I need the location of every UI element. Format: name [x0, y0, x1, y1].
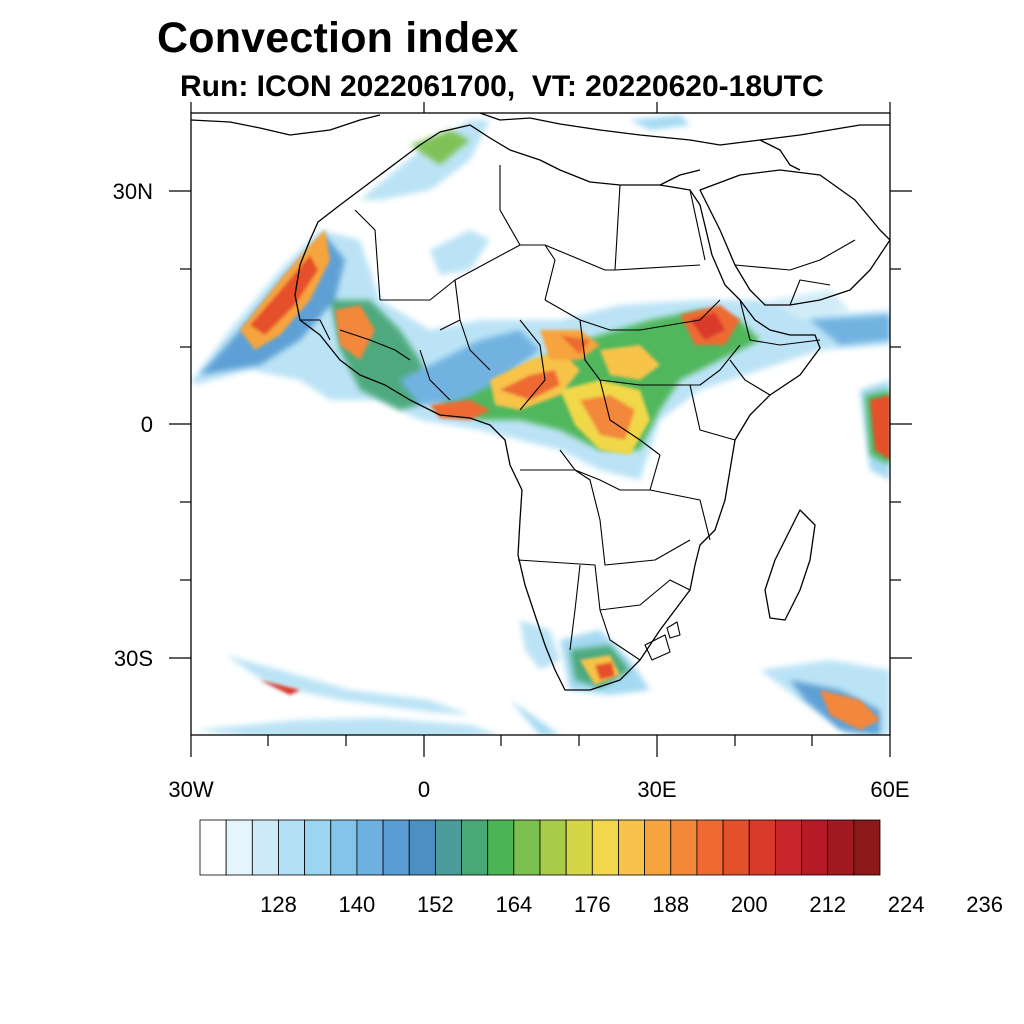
- colorbar-label: 152: [417, 892, 454, 917]
- map-subtitle: Run: ICON 2022061700, VT: 20220620-18UTC: [180, 70, 824, 103]
- colorbar-swatch: [801, 819, 829, 876]
- colorbar-label: 140: [339, 892, 376, 917]
- colorbar-swatch: [330, 819, 358, 876]
- x-tick-label: 60E: [870, 777, 909, 802]
- x-tick-label: 0: [418, 777, 430, 802]
- colorbar-label: 236: [966, 892, 1003, 917]
- colorbar-swatch: [670, 819, 698, 876]
- colorbar-swatch: [618, 819, 646, 876]
- colorbar-label: 188: [652, 892, 689, 917]
- colorbar-swatch: [774, 819, 802, 876]
- colorbar-swatch: [304, 819, 332, 876]
- colorbar-swatch: [487, 819, 515, 876]
- colorbar-swatch: [461, 819, 489, 876]
- colorbar: [199, 819, 881, 876]
- colorbar-label: 224: [888, 892, 925, 917]
- colorbar-label: 212: [809, 892, 846, 917]
- colorbar-swatch: [278, 819, 306, 876]
- colorbar-swatch: [382, 819, 410, 876]
- colorbar-swatch: [696, 819, 724, 876]
- colorbar-swatch: [434, 819, 462, 876]
- y-tick-label: 30S: [114, 646, 153, 671]
- x-axis-ticks: [190, 102, 891, 757]
- colorbar-label: 164: [495, 892, 532, 917]
- colorbar-swatch: [827, 819, 855, 876]
- colorbar-label: 200: [731, 892, 768, 917]
- colorbar-labels: 128 140 152 164 176 188 200 212 224 236: [260, 892, 1003, 917]
- country-borders: [300, 165, 856, 661]
- colorbar-swatch: [748, 819, 776, 876]
- colorbar-label: 176: [574, 892, 611, 917]
- y-tick-label: 0: [141, 412, 153, 437]
- colorbar-swatch: [251, 819, 279, 876]
- colorbar-swatch: [853, 819, 881, 876]
- y-tick-label: 30N: [113, 179, 153, 204]
- colorbar-swatch: [644, 819, 672, 876]
- colorbar-swatch: [356, 819, 384, 876]
- y-axis-ticks: [169, 190, 912, 659]
- x-tick-label: 30E: [637, 777, 676, 802]
- colorbar-swatch: [722, 819, 750, 876]
- coastlines: [191, 113, 890, 691]
- colorbar-label: 128: [260, 892, 297, 917]
- x-tick-label: 30W: [168, 777, 213, 802]
- colorbar-swatch: [539, 819, 567, 876]
- map-title: Convection index: [157, 14, 519, 62]
- colorbar-swatch: [565, 819, 593, 876]
- colorbar-swatch: [199, 819, 227, 876]
- map-plot-area: [191, 113, 890, 735]
- colorbar-swatch: [225, 819, 253, 876]
- colorbar-swatch: [513, 819, 541, 876]
- y-axis-labels: 30N 0 30S: [113, 179, 153, 671]
- x-axis-labels: 30W 0 30E 60E: [168, 777, 909, 802]
- colorbar-swatch: [591, 819, 619, 876]
- colorbar-swatch: [408, 819, 436, 876]
